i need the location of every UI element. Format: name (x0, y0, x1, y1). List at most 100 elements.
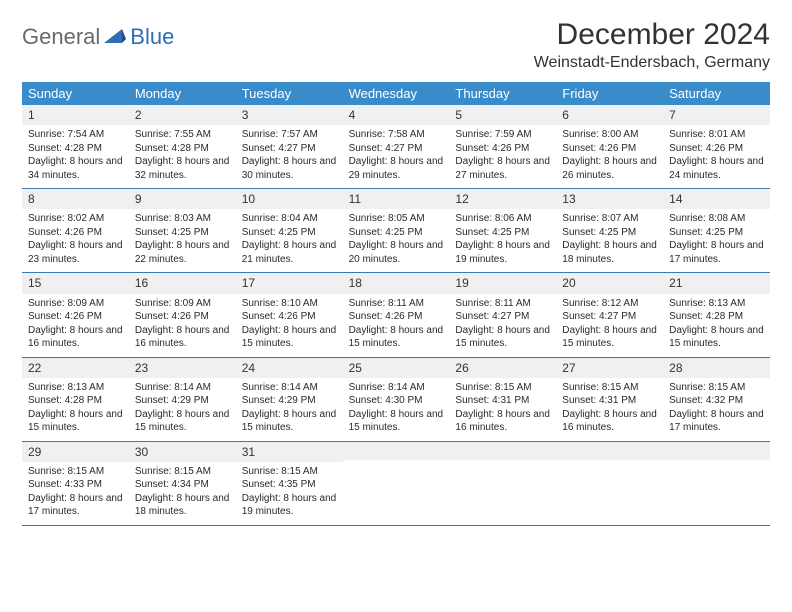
sunset-line: Sunset: 4:26 PM (28, 226, 123, 240)
day-number: 23 (129, 358, 236, 378)
day-number: 20 (556, 273, 663, 293)
sunset-line: Sunset: 4:25 PM (562, 226, 657, 240)
day-cell: 18Sunrise: 8:11 AMSunset: 4:26 PMDayligh… (343, 273, 450, 356)
sunrise-line: Sunrise: 8:08 AM (669, 212, 764, 226)
day-number: 24 (236, 358, 343, 378)
daylight-line: Daylight: 8 hours and 30 minutes. (242, 155, 337, 182)
logo-text-general: General (22, 24, 100, 50)
sunrise-line: Sunrise: 8:15 AM (28, 465, 123, 479)
day-body: Sunrise: 8:03 AMSunset: 4:25 PMDaylight:… (129, 209, 236, 272)
daylight-line: Daylight: 8 hours and 15 minutes. (349, 408, 444, 435)
sunrise-line: Sunrise: 8:15 AM (135, 465, 230, 479)
weekday-label: Sunday (22, 82, 129, 105)
sunset-line: Sunset: 4:27 PM (349, 142, 444, 156)
daylight-line: Daylight: 8 hours and 16 minutes. (455, 408, 550, 435)
day-number: 16 (129, 273, 236, 293)
day-cell: 23Sunrise: 8:14 AMSunset: 4:29 PMDayligh… (129, 358, 236, 441)
day-cell: 13Sunrise: 8:07 AMSunset: 4:25 PMDayligh… (556, 189, 663, 272)
week-row: 29Sunrise: 8:15 AMSunset: 4:33 PMDayligh… (22, 442, 770, 526)
sunrise-line: Sunrise: 8:14 AM (135, 381, 230, 395)
day-number: 9 (129, 189, 236, 209)
day-body: Sunrise: 8:11 AMSunset: 4:26 PMDaylight:… (343, 294, 450, 357)
day-body: Sunrise: 8:15 AMSunset: 4:33 PMDaylight:… (22, 462, 129, 525)
daylight-line: Daylight: 8 hours and 17 minutes. (28, 492, 123, 519)
daylight-line: Daylight: 8 hours and 19 minutes. (455, 239, 550, 266)
day-number (556, 442, 663, 460)
weekday-label: Friday (556, 82, 663, 105)
sunset-line: Sunset: 4:30 PM (349, 394, 444, 408)
week-row: 15Sunrise: 8:09 AMSunset: 4:26 PMDayligh… (22, 273, 770, 357)
weekday-label: Saturday (663, 82, 770, 105)
sunrise-line: Sunrise: 8:15 AM (242, 465, 337, 479)
sunset-line: Sunset: 4:26 PM (135, 310, 230, 324)
day-number: 31 (236, 442, 343, 462)
sunrise-line: Sunrise: 8:00 AM (562, 128, 657, 142)
sunrise-line: Sunrise: 8:15 AM (455, 381, 550, 395)
daylight-line: Daylight: 8 hours and 23 minutes. (28, 239, 123, 266)
day-cell: 4Sunrise: 7:58 AMSunset: 4:27 PMDaylight… (343, 105, 450, 188)
sunrise-line: Sunrise: 8:06 AM (455, 212, 550, 226)
day-cell: 20Sunrise: 8:12 AMSunset: 4:27 PMDayligh… (556, 273, 663, 356)
sunrise-line: Sunrise: 8:14 AM (242, 381, 337, 395)
sunrise-line: Sunrise: 8:04 AM (242, 212, 337, 226)
day-number: 10 (236, 189, 343, 209)
empty-cell (556, 442, 663, 525)
day-cell: 10 Sunrise: 8:04 AMSunset: 4:25 PMDayligh… (236, 189, 343, 272)
sunset-line: Sunset: 4:26 PM (28, 310, 123, 324)
daylight-line: Daylight: 8 hours and 15 minutes. (135, 408, 230, 435)
sunset-line: Sunset: 4:32 PM (669, 394, 764, 408)
day-body: Sunrise: 8:13 AMSunset: 4:28 PMDaylight:… (663, 294, 770, 357)
day-body: Sunrise: 8:15 AMSunset: 4:35 PMDaylight:… (236, 462, 343, 525)
day-cell: 11Sunrise: 8:05 AMSunset: 4:25 PMDayligh… (343, 189, 450, 272)
day-number: 18 (343, 273, 450, 293)
weekday-label: Thursday (449, 82, 556, 105)
day-cell: 25Sunrise: 8:14 AMSunset: 4:30 PMDayligh… (343, 358, 450, 441)
day-body: Sunrise: 8:02 AMSunset: 4:26 PMDaylight:… (22, 209, 129, 272)
sunrise-line: Sunrise: 8:15 AM (562, 381, 657, 395)
sunset-line: Sunset: 4:25 PM (669, 226, 764, 240)
daylight-line: Daylight: 8 hours and 20 minutes. (349, 239, 444, 266)
daylight-line: Daylight: 8 hours and 21 minutes. (242, 239, 337, 266)
day-cell: 31Sunrise: 8:15 AMSunset: 4:35 PMDayligh… (236, 442, 343, 525)
sunset-line: Sunset: 4:26 PM (669, 142, 764, 156)
sunset-line: Sunset: 4:25 PM (242, 226, 337, 240)
day-body: Sunrise: 8:15 AMSunset: 4:32 PMDaylight:… (663, 378, 770, 441)
day-body: Sunrise: 8:00 AMSunset: 4:26 PMDaylight:… (556, 125, 663, 188)
sunset-line: Sunset: 4:26 PM (562, 142, 657, 156)
day-body (663, 460, 770, 508)
daylight-line: Daylight: 8 hours and 15 minutes. (455, 324, 550, 351)
day-number: 22 (22, 358, 129, 378)
day-number (449, 442, 556, 460)
sunrise-line: Sunrise: 8:13 AM (669, 297, 764, 311)
empty-cell (449, 442, 556, 525)
daylight-line: Daylight: 8 hours and 24 minutes. (669, 155, 764, 182)
daylight-line: Daylight: 8 hours and 15 minutes. (28, 408, 123, 435)
day-cell: 19Sunrise: 8:11 AMSunset: 4:27 PMDayligh… (449, 273, 556, 356)
day-cell: 14Sunrise: 8:08 AMSunset: 4:25 PMDayligh… (663, 189, 770, 272)
week-row: 22Sunrise: 8:13 AMSunset: 4:28 PMDayligh… (22, 358, 770, 442)
daylight-line: Daylight: 8 hours and 15 minutes. (349, 324, 444, 351)
day-number: 6 (556, 105, 663, 125)
day-body: Sunrise: 8:15 AMSunset: 4:31 PMDaylight:… (556, 378, 663, 441)
day-cell: 12Sunrise: 8:06 AMSunset: 4:25 PMDayligh… (449, 189, 556, 272)
daylight-line: Daylight: 8 hours and 29 minutes. (349, 155, 444, 182)
week-row: 1Sunrise: 7:54 AMSunset: 4:28 PMDaylight… (22, 105, 770, 189)
day-number: 8 (22, 189, 129, 209)
sunrise-line: Sunrise: 8:11 AM (349, 297, 444, 311)
daylight-line: Daylight: 8 hours and 16 minutes. (562, 408, 657, 435)
daylight-line: Daylight: 8 hours and 22 minutes. (135, 239, 230, 266)
day-number: 21 (663, 273, 770, 293)
empty-cell (663, 442, 770, 525)
day-number: 11 (343, 189, 450, 209)
day-body: Sunrise: 8:09 AMSunset: 4:26 PMDaylight:… (129, 294, 236, 357)
day-number: 2 (129, 105, 236, 125)
day-number: 3 (236, 105, 343, 125)
sunrise-line: Sunrise: 8:01 AM (669, 128, 764, 142)
day-cell: 1Sunrise: 7:54 AMSunset: 4:28 PMDaylight… (22, 105, 129, 188)
weekday-label: Wednesday (343, 82, 450, 105)
sunrise-line: Sunrise: 7:58 AM (349, 128, 444, 142)
daylight-line: Daylight: 8 hours and 16 minutes. (135, 324, 230, 351)
sunrise-line: Sunrise: 8:13 AM (28, 381, 123, 395)
sunrise-line: Sunrise: 7:59 AM (455, 128, 550, 142)
logo-text-blue: Blue (130, 24, 174, 50)
